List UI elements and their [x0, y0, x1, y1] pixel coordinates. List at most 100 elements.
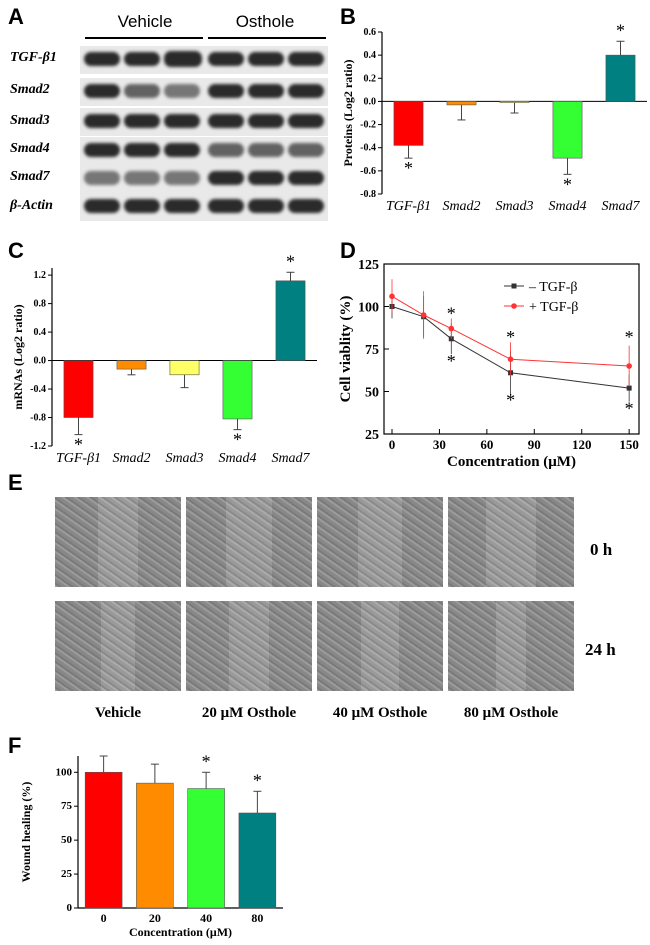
cell-texture	[448, 601, 574, 691]
chart-d: 125 100 75 50 25 0 30 60 90 120 150 * * * * * * – TGF-β + …	[338, 258, 640, 470]
bar	[169, 360, 200, 376]
wound-image	[317, 497, 443, 587]
y-tick-label: 0	[67, 902, 73, 914]
blot-label-smad2: Smad2	[10, 82, 50, 97]
significance-marker: *	[286, 251, 295, 271]
bar	[187, 788, 225, 909]
y-tick-label: 0.8	[34, 299, 47, 310]
group-label-osthole: Osthole	[235, 12, 295, 31]
bar	[136, 782, 174, 909]
y-tick-label: -0.4	[360, 143, 376, 154]
significance-marker: *	[202, 751, 211, 771]
category-label: Smad2	[112, 451, 150, 466]
bar	[275, 280, 306, 361]
blot-image	[80, 10, 328, 221]
bar	[393, 101, 424, 146]
data-point	[507, 356, 514, 362]
category-label: Smad4	[218, 451, 256, 466]
y-axis-label: Wound healing (%)	[19, 782, 33, 883]
bar	[84, 771, 123, 909]
wound-gap	[361, 601, 399, 691]
y-tick-label: 0.0	[34, 356, 47, 367]
significance-marker: *	[447, 351, 456, 371]
y-tick-label: 25	[365, 428, 379, 443]
significance-marker: *	[404, 158, 413, 178]
y-tick-label: -0.4	[30, 384, 46, 395]
time-label-24h: 24 h	[585, 640, 616, 659]
condition-label-40um: 40 μM Osthole	[332, 705, 428, 721]
group-line-osthole	[208, 37, 326, 39]
category-label: 40	[200, 911, 212, 925]
blot-label-smad7: Smad7	[10, 169, 50, 184]
cell-texture	[448, 497, 574, 587]
significance-marker: *	[616, 20, 625, 40]
condition-label-80um: 80 μM Osthole	[463, 705, 559, 721]
y-tick-label: 0.4	[364, 50, 377, 61]
data-point	[448, 325, 455, 332]
bar	[116, 360, 147, 370]
y-tick-label: -0.8	[360, 189, 376, 200]
y-tick-label: 100	[358, 301, 379, 316]
cell-texture	[186, 497, 312, 587]
bar	[63, 360, 94, 418]
significance-marker: *	[506, 390, 515, 410]
blot-row	[80, 78, 328, 106]
panel-f-letter: F	[8, 733, 22, 758]
significance-marker: *	[625, 327, 634, 347]
blot-row	[80, 137, 328, 165]
legend-label: – TGF-β	[528, 280, 577, 295]
y-tick-label: 50	[365, 386, 379, 401]
chart-c: 1.20.80.40.0-0.4-0.8-1.2 *TGF-β1 Smad2 Smad…	[11, 251, 317, 466]
wound-gap	[226, 497, 272, 587]
wound-image	[317, 601, 443, 691]
category-label: TGF-β1	[56, 451, 101, 466]
y-tick-label: 25	[61, 868, 73, 880]
category-label: Smad2	[442, 199, 480, 214]
y-tick-label: 125	[358, 258, 379, 273]
y-tick-label: 75	[61, 800, 73, 812]
legend-marker	[511, 283, 517, 289]
cell-texture	[317, 497, 443, 587]
y-axis-label: Cell viablity (%)	[338, 296, 354, 403]
category-label: 0	[101, 911, 107, 925]
x-tick-label: 30	[433, 437, 446, 452]
data-point	[389, 293, 395, 300]
data-point	[420, 312, 427, 318]
significance-marker: *	[74, 435, 83, 455]
y-tick-label: -0.6	[360, 166, 376, 177]
category-label: Smad3	[495, 199, 533, 214]
x-axis-label: Concentration (μM)	[129, 925, 232, 939]
blot-row	[80, 193, 328, 221]
cell-texture	[317, 601, 443, 691]
bar	[238, 812, 277, 909]
panel-c-letter: C	[8, 238, 24, 263]
y-tick-label: -1.2	[30, 441, 46, 452]
x-tick-label: 150	[619, 437, 639, 452]
panel-b-letter: B	[340, 4, 356, 29]
significance-marker: *	[563, 174, 572, 194]
panel-e-letter: E	[8, 470, 23, 495]
blot-row	[80, 165, 328, 193]
wound-gap	[486, 497, 536, 587]
blot-label-smad3: Smad3	[10, 113, 50, 128]
wound-image	[55, 497, 181, 587]
y-tick-label: 0.0	[364, 96, 377, 107]
category-label: Smad7	[601, 199, 640, 214]
wound-gap	[358, 497, 402, 587]
y-axis-label: mRNAs (Log2 ratio)	[11, 304, 25, 409]
chart-f: 100 75 50 25 0 0 20 * 40 * 80 Wound healing (%) Conc…	[19, 751, 283, 939]
x-axis-label: Concentration (μM)	[447, 454, 576, 470]
wound-image	[186, 497, 312, 587]
time-label-0h: 0 h	[590, 540, 613, 559]
y-tick-label: 75	[365, 343, 379, 358]
wound-gap	[229, 601, 269, 691]
wound-image	[448, 601, 574, 691]
category-label: Smad4	[548, 199, 586, 214]
bar	[605, 54, 636, 102]
blot-row	[80, 46, 328, 74]
significance-marker: *	[233, 430, 242, 450]
panel-d-letter: D	[340, 238, 356, 263]
y-tick-label: 0.6	[364, 27, 377, 38]
cell-texture	[55, 497, 181, 587]
cell-texture	[186, 601, 312, 691]
